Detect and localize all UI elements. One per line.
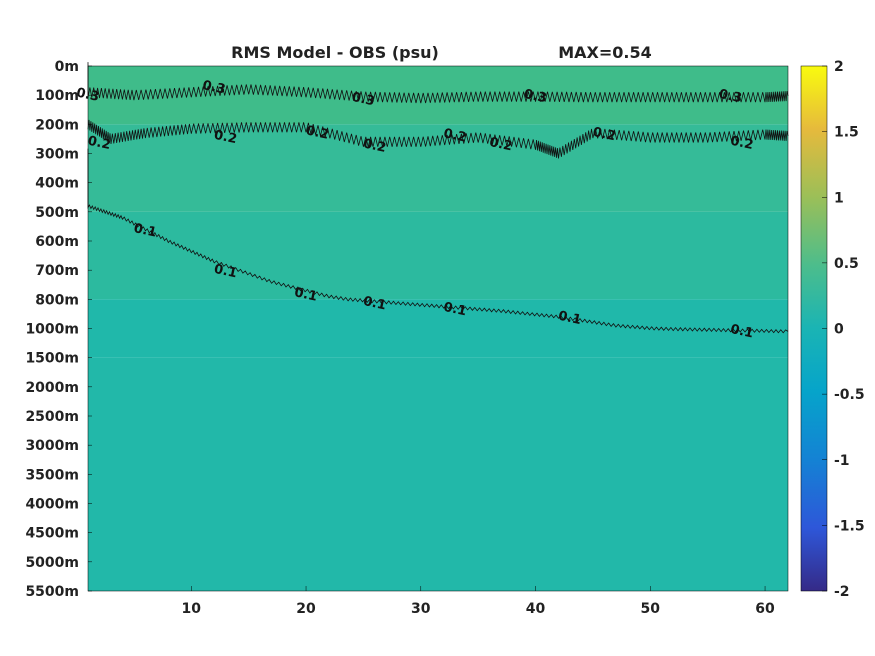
field-band-4 <box>88 357 788 591</box>
x-tick-label: 50 <box>641 601 661 617</box>
colorbar-tick-label: 1 <box>834 190 844 206</box>
y-tick-label: 200m <box>35 117 79 133</box>
y-tick-label: 2500m <box>25 409 79 425</box>
colorbar-tick-label: -2 <box>834 584 850 600</box>
contour-label: 0.3 <box>717 87 743 106</box>
contour-label: 0.2 <box>729 134 755 153</box>
y-tick-label: 1500m <box>25 351 79 367</box>
y-tick-label: 1000m <box>25 322 79 338</box>
y-tick-label: 500m <box>35 205 79 221</box>
y-tick-label: 4500m <box>25 526 79 542</box>
field-band-3 <box>88 299 788 358</box>
contour-label: 0.2 <box>362 136 388 155</box>
contour-label: 0.2 <box>591 125 617 144</box>
contour-label: 0.3 <box>75 85 101 104</box>
y-tick-label: 700m <box>35 263 79 279</box>
y-tick-label: 4000m <box>25 497 79 513</box>
x-tick-label: 10 <box>182 601 202 617</box>
contour-label: 0.1 <box>293 285 319 304</box>
contour-label: 0.1 <box>557 309 583 328</box>
colorbar: -2 -1.5 -1 -0.5 0 0.5 1 1.5 2 <box>800 59 865 600</box>
x-tick-label: 40 <box>526 601 546 617</box>
y-tick-label: 5500m <box>25 584 79 600</box>
contour-label: 0.2 <box>488 135 514 154</box>
x-tick-label: 60 <box>755 601 775 617</box>
contour-label: 0.1 <box>213 262 239 281</box>
colorbar-tick-label: -0.5 <box>834 387 865 403</box>
colorbar-ticks: -2 -1.5 -1 -0.5 0 0.5 1 1.5 2 <box>822 59 865 600</box>
contour-lines <box>87 62 789 334</box>
y-tick-label: 3000m <box>25 438 79 454</box>
y-tick-label: 2000m <box>25 380 79 396</box>
contour-label: 0.2 <box>442 126 468 145</box>
contour-line-0.3 <box>87 62 789 104</box>
contour-label: 0.3 <box>522 87 548 106</box>
contour-label: 0.2 <box>86 134 112 153</box>
max-annotation: MAX=0.54 <box>558 43 652 62</box>
x-tick-label: 30 <box>411 601 431 617</box>
y-tick-label: 0m <box>55 59 79 75</box>
contour-label: 0.3 <box>350 90 376 109</box>
colorbar-tick-label: 2 <box>834 59 844 75</box>
x-tick-label: 20 <box>296 601 316 617</box>
colorbar-tick-label: 0.5 <box>834 256 859 272</box>
y-tick-label: 300m <box>35 147 79 163</box>
y-tick-label: 100m <box>35 88 79 104</box>
contour-label: 0.1 <box>132 221 158 240</box>
x-axis: 10 20 30 40 50 60 <box>182 586 775 617</box>
y-tick-label: 800m <box>35 292 79 308</box>
contour-labels: 0.3 0.3 0.3 0.3 0.3 0.2 0.2 0.2 0.2 0.2 0.2 0.2 0.2 0… <box>75 78 755 341</box>
contour-label: 0.1 <box>729 322 755 341</box>
contour-label: 0.1 <box>442 300 468 319</box>
contour-line-0.1 <box>87 148 789 334</box>
colorbar-tick-label: 1.5 <box>834 125 859 141</box>
y-axis: 0m 100m 200m 300m 400m 500m 600m 700m 800m 1000m 1… <box>25 59 92 600</box>
y-tick-label: 600m <box>35 234 79 250</box>
colorbar-tick-label: 0 <box>834 322 844 338</box>
contour-label: 0.2 <box>213 128 239 147</box>
contour-label: 0.3 <box>201 78 227 97</box>
y-tick-label: 3500m <box>25 467 79 483</box>
colorbar-tick-label: -1 <box>834 453 850 469</box>
contour-label: 0.1 <box>362 294 388 313</box>
colorbar-tick-label: -1.5 <box>834 518 865 534</box>
y-tick-label: 5000m <box>25 555 79 571</box>
contour-label: 0.2 <box>304 123 330 142</box>
plot-area: 0.3 0.3 0.3 0.3 0.3 0.2 0.2 0.2 0.2 0.2 0.2 0.2 0.2 0… <box>75 62 789 592</box>
heatmap-field <box>88 66 788 591</box>
field-band-2 <box>88 211 788 300</box>
y-tick-label: 400m <box>35 176 79 192</box>
chart-title: RMS Model - OBS (psu) <box>231 43 439 62</box>
contour-line-0.2 <box>87 119 789 159</box>
